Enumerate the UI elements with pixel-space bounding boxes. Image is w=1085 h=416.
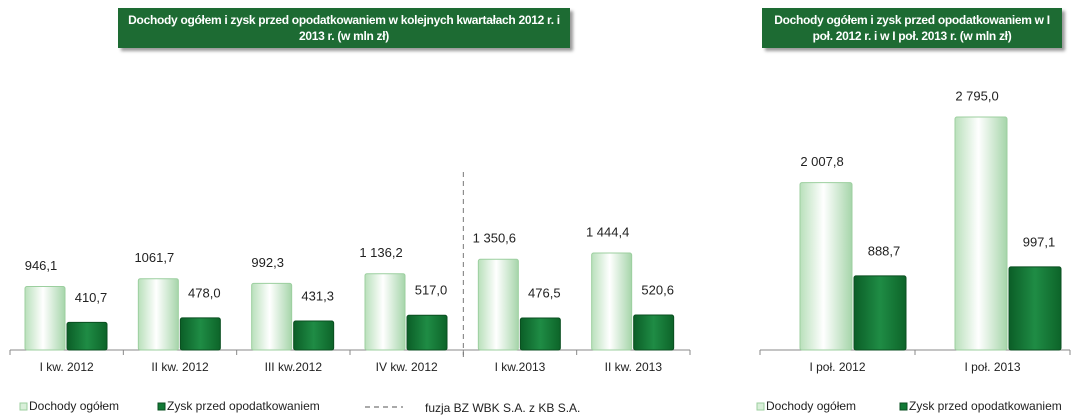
legend-swatch: [756, 402, 765, 411]
data-label: 410,7: [75, 290, 108, 305]
bar: [799, 182, 853, 351]
bar: [406, 314, 448, 351]
legend-label: Zysk przed opodatkowaniem: [167, 399, 320, 413]
bar: [853, 275, 907, 351]
x-tick-label: I kw.2013: [495, 360, 546, 374]
data-label: 1 136,2: [359, 245, 402, 260]
legend-swatch: [19, 402, 28, 411]
x-tick-label: III kw.2012: [265, 360, 323, 374]
bar: [137, 278, 179, 351]
data-label: 1 350,6: [473, 231, 516, 246]
bar: [1008, 266, 1062, 351]
bar: [293, 320, 335, 351]
data-label: 1061,7: [134, 250, 174, 265]
bar: [24, 285, 66, 351]
data-label: 997,1: [1023, 234, 1056, 249]
bar: [179, 317, 221, 351]
data-label: 946,1: [25, 258, 58, 273]
x-tick-label: II kw. 2012: [151, 360, 209, 374]
x-tick-label: II kw. 2013: [605, 360, 663, 374]
data-label: 2 795,0: [955, 88, 998, 103]
x-tick-label: I poł. 2012: [809, 360, 865, 374]
data-label: 478,0: [188, 285, 221, 300]
bar: [519, 317, 561, 351]
x-tick-label: I kw. 2012: [40, 360, 94, 374]
data-label: 2 007,8: [800, 154, 843, 169]
legend-label: Zysk przed opodatkowaniem: [909, 399, 1062, 413]
legend-swatch: [157, 402, 166, 411]
bar: [251, 282, 293, 351]
bar: [66, 321, 108, 351]
bar: [364, 273, 406, 351]
bar: [477, 258, 519, 351]
legend-swatch: [899, 402, 908, 411]
legend-label: Dochody ogółem: [766, 399, 856, 413]
data-label: 517,0: [415, 283, 448, 298]
data-label: 992,3: [251, 255, 284, 270]
chart-title: Dochody ogółem i zysk przed opodatkowani…: [762, 8, 1062, 48]
chart-title: Dochody ogółem i zysk przed opodatkowani…: [118, 8, 570, 48]
bar: [954, 116, 1008, 351]
data-label: 1 444,4: [586, 224, 629, 239]
data-label: 476,5: [528, 285, 561, 300]
x-tick-label: IV kw. 2012: [376, 360, 438, 374]
legend-label: fuzja BZ WBK S.A. z KB S.A.: [425, 401, 580, 415]
x-tick-label: I poł. 2013: [964, 360, 1020, 374]
data-label: 888,7: [868, 243, 901, 258]
data-label: 520,6: [641, 282, 674, 297]
bar: [633, 314, 675, 351]
data-label: 431,3: [301, 288, 334, 303]
legend-label: Dochody ogółem: [29, 399, 119, 413]
bar: [591, 252, 633, 351]
